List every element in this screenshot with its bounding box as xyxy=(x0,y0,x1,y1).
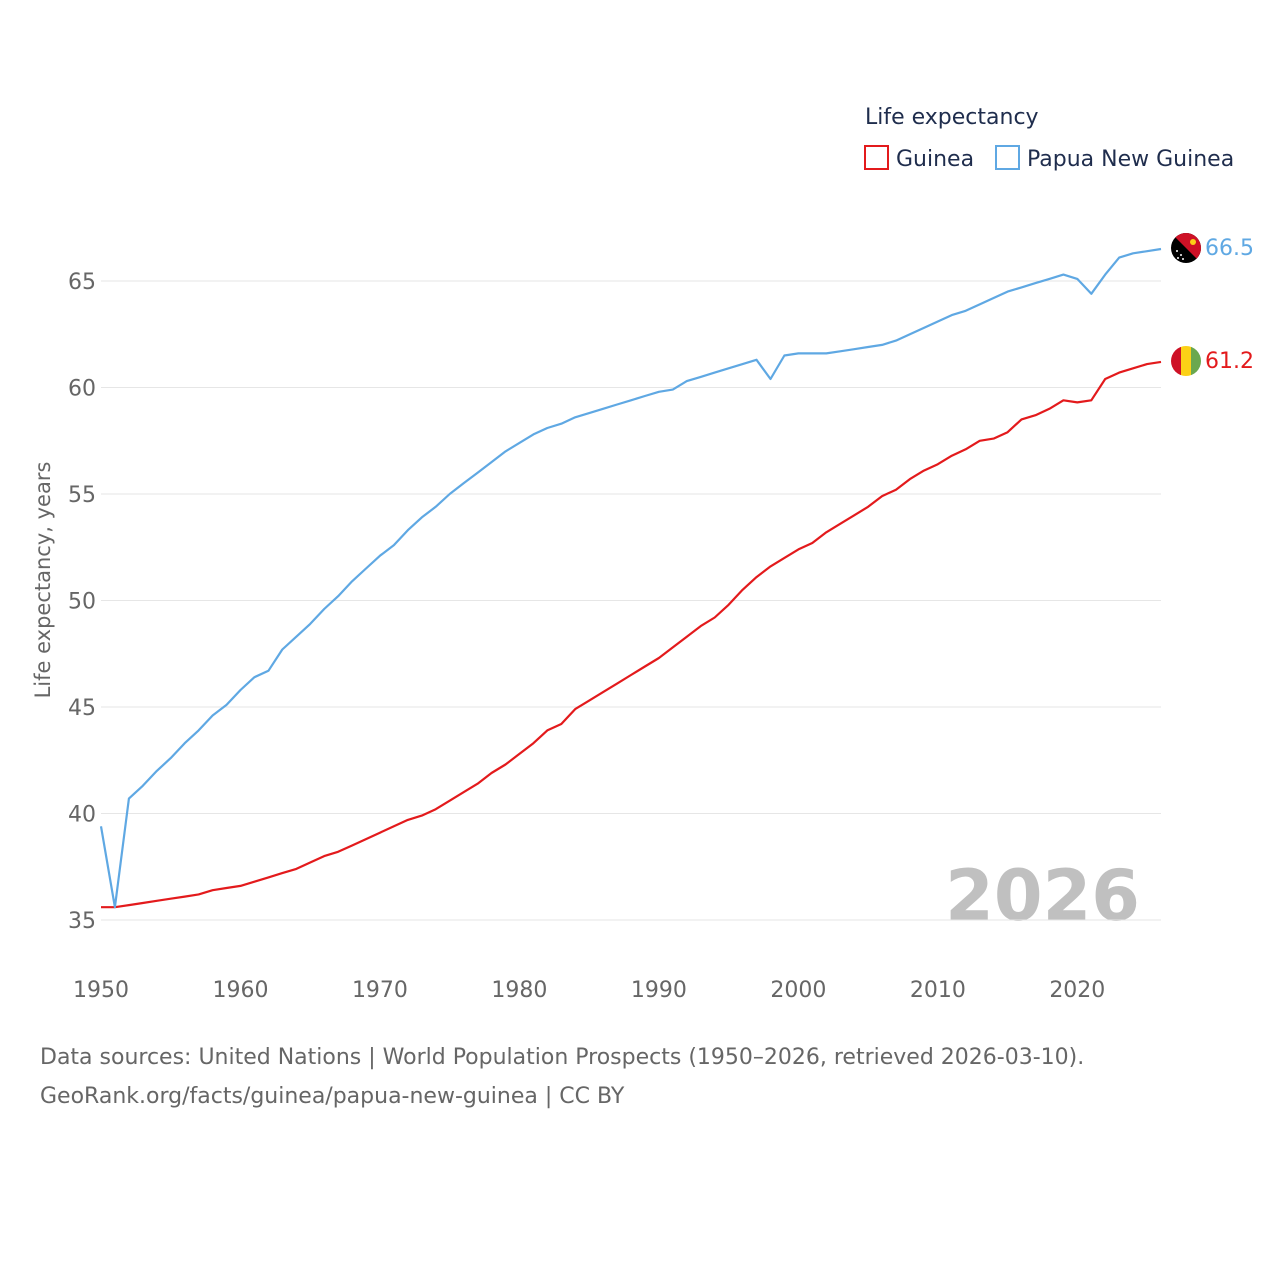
legend-swatch-guinea xyxy=(864,145,889,170)
legend-title: Life expectancy xyxy=(865,105,1039,130)
series-line-papua-new-guinea[interactable] xyxy=(99,247,1162,909)
series-line-guinea[interactable] xyxy=(101,360,1162,909)
x-tick-1950: 1950 xyxy=(73,978,129,1003)
x-tick-1970: 1970 xyxy=(352,978,408,1003)
y-tick-labels: 35 40 45 50 55 60 65 xyxy=(68,270,96,934)
current-year-label: 2026 xyxy=(945,855,1140,937)
x-tick-2010: 2010 xyxy=(910,978,966,1003)
x-tick-labels: 1950 1960 1970 1980 1990 2000 2010 2020 xyxy=(73,978,1105,1003)
legend-label-guinea: Guinea xyxy=(896,147,974,172)
legend-label-papua-new-guinea: Papua New Guinea xyxy=(1027,147,1234,172)
y-tick-65: 65 xyxy=(68,270,96,295)
end-label-papua-new-guinea: 66.5 xyxy=(1205,236,1254,261)
x-tick-1980: 1980 xyxy=(491,978,547,1003)
end-label-guinea: 61.2 xyxy=(1205,349,1254,374)
x-tick-1990: 1990 xyxy=(631,978,687,1003)
legend-item-papua-new-guinea[interactable]: Papua New Guinea xyxy=(995,145,1234,172)
y-tick-50: 50 xyxy=(68,590,96,615)
x-tick-2000: 2000 xyxy=(770,978,826,1003)
y-tick-40: 40 xyxy=(68,803,96,828)
source-line-2[interactable]: GeoRank.org/facts/guinea/papua-new-guine… xyxy=(40,1084,625,1109)
y-tick-60: 60 xyxy=(68,377,96,402)
papua-new-guinea-flag-icon xyxy=(1171,233,1201,263)
gridlines xyxy=(101,280,1161,921)
y-tick-55: 55 xyxy=(68,483,96,508)
source-line-1: Data sources: United Nations | World Pop… xyxy=(40,1045,1085,1070)
legend-swatch-papua-new-guinea xyxy=(995,145,1020,170)
x-tick-2020: 2020 xyxy=(1049,978,1105,1003)
legend: Life expectancy Guinea Papua New Guinea xyxy=(864,105,1234,172)
series-lines xyxy=(99,247,1162,909)
x-tick-1960: 1960 xyxy=(212,978,268,1003)
y-tick-35: 35 xyxy=(68,909,96,934)
legend-item-guinea[interactable]: Guinea xyxy=(864,145,974,172)
y-tick-45: 45 xyxy=(68,696,96,721)
guinea-flag-icon xyxy=(1171,346,1201,376)
y-axis-title: Life expectancy, years xyxy=(31,462,55,699)
